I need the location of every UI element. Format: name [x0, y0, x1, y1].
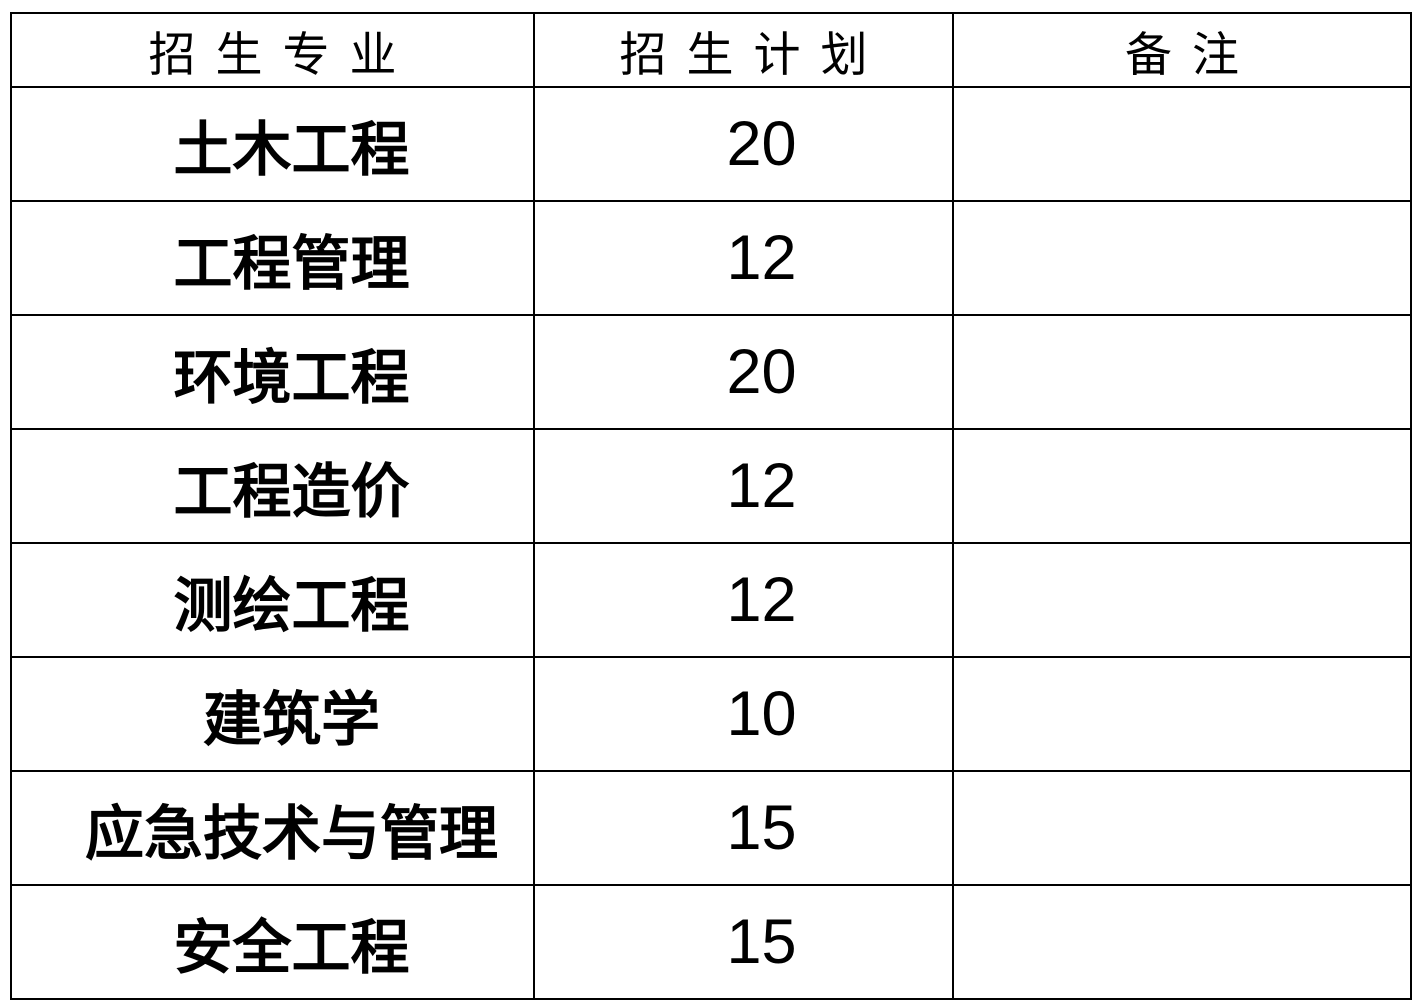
note-cell — [952, 200, 1412, 316]
plan-cell: 12 — [533, 542, 954, 658]
note-cell — [952, 656, 1412, 772]
plan-cell: 12 — [533, 428, 954, 544]
major-cell: 测绘工程 — [10, 542, 535, 658]
enrollment-table: 招生专业 招生计划 备注 土木工程 20 工程管理 12 环境工程 20 — [10, 12, 1412, 1000]
note-cell — [952, 86, 1412, 202]
plan-cell: 15 — [533, 770, 954, 886]
major-cell: 安全工程 — [10, 884, 535, 1000]
plan-cell: 20 — [533, 314, 954, 430]
table-row: 环境工程 20 — [10, 314, 1412, 430]
header-row: 招生专业 招生计划 备注 — [10, 12, 1412, 88]
table-row: 安全工程 15 — [10, 884, 1412, 1000]
major-cell: 建筑学 — [10, 656, 535, 772]
major-cell: 环境工程 — [10, 314, 535, 430]
table-row: 建筑学 10 — [10, 656, 1412, 772]
major-cell: 工程管理 — [10, 200, 535, 316]
header-cell-major: 招生专业 — [10, 12, 535, 88]
note-cell — [952, 314, 1412, 430]
plan-cell: 15 — [533, 884, 954, 1000]
note-cell — [952, 770, 1412, 886]
table-body: 土木工程 20 工程管理 12 环境工程 20 工程造价 12 测绘工程 — [10, 86, 1412, 1000]
major-cell: 应急技术与管理 — [10, 770, 535, 886]
table-header: 招生专业 招生计划 备注 — [10, 12, 1412, 88]
table-row: 测绘工程 12 — [10, 542, 1412, 658]
note-cell — [952, 884, 1412, 1000]
note-cell — [952, 542, 1412, 658]
plan-cell: 10 — [533, 656, 954, 772]
plan-cell: 12 — [533, 200, 954, 316]
table-row: 工程管理 12 — [10, 200, 1412, 316]
major-cell: 工程造价 — [10, 428, 535, 544]
header-cell-plan: 招生计划 — [533, 12, 954, 88]
major-cell: 土木工程 — [10, 86, 535, 202]
header-cell-note: 备注 — [952, 12, 1412, 88]
table-row: 工程造价 12 — [10, 428, 1412, 544]
note-cell — [952, 428, 1412, 544]
table-row: 应急技术与管理 15 — [10, 770, 1412, 886]
plan-cell: 20 — [533, 86, 954, 202]
table-row: 土木工程 20 — [10, 86, 1412, 202]
